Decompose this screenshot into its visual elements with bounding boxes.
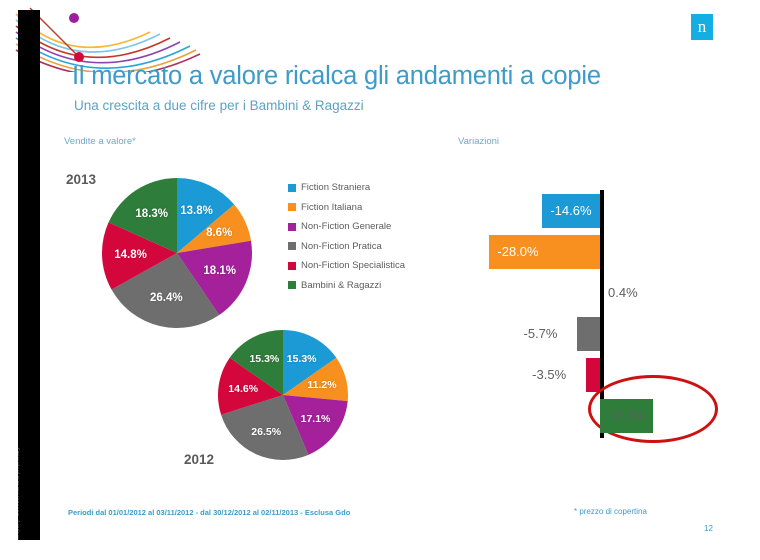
legend-item: Fiction Straniera bbox=[288, 178, 405, 198]
legend-item: Fiction Italiana bbox=[288, 198, 405, 218]
pie-slices bbox=[218, 330, 348, 460]
bar-row: 13.5% bbox=[440, 399, 730, 433]
bar-value-label: -28.0% bbox=[497, 244, 539, 259]
legend-swatch-icon bbox=[288, 261, 296, 270]
bar-segment bbox=[577, 317, 600, 351]
footer-note-right: * prezzo di copertina bbox=[574, 507, 647, 516]
pie-slice bbox=[283, 357, 348, 402]
legend-item-label: Non-Fiction Generale bbox=[301, 221, 392, 233]
pie-slice bbox=[218, 357, 283, 415]
bar-value-label: -3.5% bbox=[532, 367, 567, 382]
legend-swatch-icon bbox=[288, 222, 296, 231]
pie-chart-2013: 13.8% 8.6% 18.1% 26.4% 14.8% 18.3% bbox=[102, 178, 252, 328]
bar-row: -3.5% bbox=[440, 358, 730, 392]
pie-slice bbox=[283, 395, 348, 455]
legend-item-label: Non-Fiction Specialistica bbox=[301, 260, 406, 272]
variazioni-bar-chart: -14.6% -28.0% 0.4% -5.7% -3.5% 13.5% bbox=[440, 180, 730, 450]
pie-slice bbox=[221, 395, 309, 460]
left-black-sidebar: Copyright ©2013 The Nielsen Company. Con… bbox=[18, 10, 40, 540]
pie-slice bbox=[177, 178, 235, 253]
pie-slice bbox=[177, 240, 252, 316]
page-title: Il mercato a valore ricalca gli andament… bbox=[72, 62, 601, 90]
pie-slice bbox=[111, 253, 220, 328]
page-number: 12 bbox=[704, 524, 713, 533]
bar-row: -28.0% bbox=[440, 235, 730, 269]
section-label-variazioni: Variazioni bbox=[458, 136, 500, 147]
footer-note-left: Periodi dal 01/01/2012 al 03/11/2012 - d… bbox=[68, 508, 351, 517]
copyright-vertical-text: Copyright ©2013 The Nielsen Company. Con… bbox=[18, 445, 21, 540]
pie-slice bbox=[108, 178, 177, 253]
legend-item-label: Bambini & Ragazzi bbox=[301, 279, 382, 291]
legend-item: Non-Fiction Generale bbox=[288, 217, 405, 237]
pie-slices bbox=[102, 178, 252, 328]
legend-item: Non-Fiction Pratica bbox=[288, 237, 405, 257]
pie-slice bbox=[177, 204, 252, 253]
legend-item-label: Non-Fiction Pratica bbox=[301, 240, 382, 252]
bar-row: 0.4% bbox=[440, 276, 730, 310]
bar-value-label: -14.6% bbox=[550, 203, 592, 218]
legend-item: Bambini & Ragazzi bbox=[288, 276, 405, 296]
legend-item: Non-Fiction Specialistica bbox=[288, 256, 405, 276]
section-label-vendite: Vendite a valore* bbox=[64, 136, 136, 147]
bar-segment bbox=[489, 235, 600, 269]
page-subtitle: Una crescita a due cifre per i Bambini &… bbox=[74, 98, 364, 113]
bar-row: -5.7% bbox=[440, 317, 730, 351]
nielsen-logo: n bbox=[691, 14, 713, 40]
zero-axis-line bbox=[600, 190, 604, 438]
year-label-2012: 2012 bbox=[184, 452, 215, 467]
bar-value-label: 0.4% bbox=[608, 285, 638, 300]
bar-value-label: -5.7% bbox=[523, 326, 558, 341]
legend-item-label: Fiction Italiana bbox=[301, 201, 363, 213]
legend-item-label: Fiction Straniera bbox=[301, 182, 371, 194]
legend-swatch-icon bbox=[288, 242, 296, 251]
legend-swatch-icon bbox=[288, 203, 296, 212]
highlight-ellipse-annotation bbox=[588, 375, 718, 443]
pie-legend: Fiction Straniera Fiction Italiana Non-Fic… bbox=[288, 178, 405, 295]
bar-segment bbox=[600, 399, 654, 433]
pie-slice bbox=[283, 330, 337, 395]
pie-slice bbox=[102, 222, 177, 290]
year-label-2013: 2013 bbox=[66, 172, 97, 187]
legend-swatch-icon bbox=[288, 183, 296, 192]
legend-swatch-icon bbox=[288, 281, 296, 290]
bar-value-label: 13.5% bbox=[608, 408, 645, 423]
bar-segment bbox=[586, 358, 600, 392]
bar-row: -14.6% bbox=[440, 194, 730, 228]
bar-segment bbox=[542, 194, 600, 228]
pie-chart-2012: 15.3% 11.2% 17.1% 26.5% 14.6% 15.3% bbox=[218, 330, 348, 460]
pie-slice bbox=[229, 330, 283, 395]
